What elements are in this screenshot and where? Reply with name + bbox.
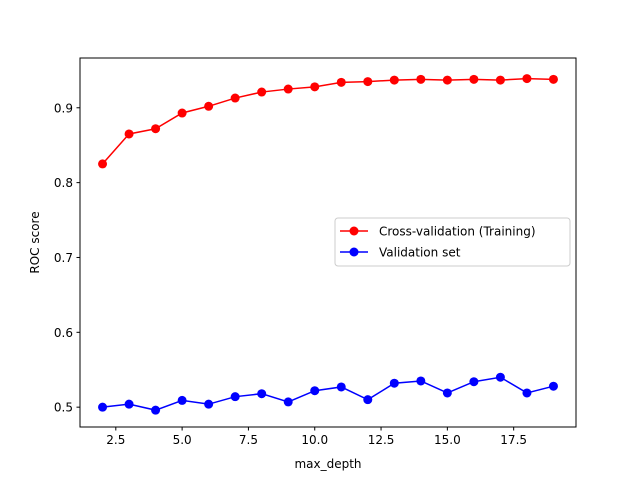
data-point-1 — [124, 399, 134, 409]
legend-marker-1 — [349, 247, 359, 257]
x-axis-label: max_depth — [294, 457, 361, 471]
x-tick-label: 2.5 — [106, 433, 125, 447]
y-tick-label: 0.5 — [54, 401, 73, 415]
x-tick-label: 10.0 — [301, 433, 328, 447]
data-point-0 — [336, 77, 346, 87]
data-point-0 — [98, 159, 108, 169]
data-point-1 — [98, 402, 108, 412]
data-point-1 — [495, 372, 505, 382]
y-tick-label: 0.9 — [54, 101, 73, 115]
data-point-0 — [548, 74, 558, 84]
data-point-0 — [495, 75, 505, 85]
data-point-0 — [522, 74, 532, 84]
data-point-0 — [416, 74, 426, 84]
data-point-0 — [177, 108, 187, 118]
axes-frame — [79, 57, 577, 428]
data-point-0 — [310, 82, 320, 92]
data-point-1 — [310, 386, 320, 396]
data-point-0 — [283, 84, 293, 94]
data-point-0 — [389, 75, 399, 85]
x-tick-label: 15.0 — [434, 433, 461, 447]
x-tick-label: 12.5 — [368, 433, 395, 447]
x-tick-label: 17.5 — [500, 433, 527, 447]
data-point-1 — [469, 377, 479, 387]
data-point-1 — [230, 392, 240, 402]
data-point-0 — [204, 101, 214, 111]
data-point-1 — [151, 405, 161, 415]
data-point-0 — [442, 75, 452, 85]
data-point-0 — [363, 77, 373, 87]
y-tick-label: 0.6 — [54, 326, 73, 340]
data-point-0 — [151, 124, 161, 134]
x-axis: 2.5 5.0 7.5 10.0 12.5 15.0 17.5 — [106, 427, 527, 447]
legend-box — [334, 217, 571, 267]
legend-marker-0 — [349, 226, 359, 236]
data-point-0 — [230, 93, 240, 103]
data-point-1 — [548, 381, 558, 391]
data-point-1 — [257, 389, 267, 399]
data-point-1 — [363, 395, 373, 405]
data-point-0 — [124, 129, 134, 139]
data-point-0 — [469, 74, 479, 84]
x-tick-label: 7.5 — [239, 433, 258, 447]
data-point-1 — [389, 378, 399, 388]
data-point-1 — [442, 388, 452, 398]
data-point-0 — [257, 87, 267, 97]
y-axis-label: ROC score — [28, 211, 42, 273]
y-tick-label: 0.7 — [54, 251, 73, 265]
y-tick-label: 0.8 — [54, 176, 73, 190]
data-point-1 — [204, 399, 214, 409]
legend-label-1: Validation set — [379, 246, 461, 260]
data-point-1 — [283, 397, 293, 407]
series-layer — [98, 74, 558, 415]
data-point-1 — [522, 388, 532, 398]
data-point-1 — [416, 376, 426, 386]
legend: Cross-validation (Training) Validation se… — [334, 217, 571, 267]
x-tick-label: 5.0 — [173, 433, 192, 447]
data-point-1 — [336, 382, 346, 392]
legend-label-0: Cross-validation (Training) — [379, 225, 536, 239]
y-axis: 0.5 0.6 0.7 0.8 0.9 — [54, 101, 80, 415]
data-point-1 — [177, 395, 187, 405]
